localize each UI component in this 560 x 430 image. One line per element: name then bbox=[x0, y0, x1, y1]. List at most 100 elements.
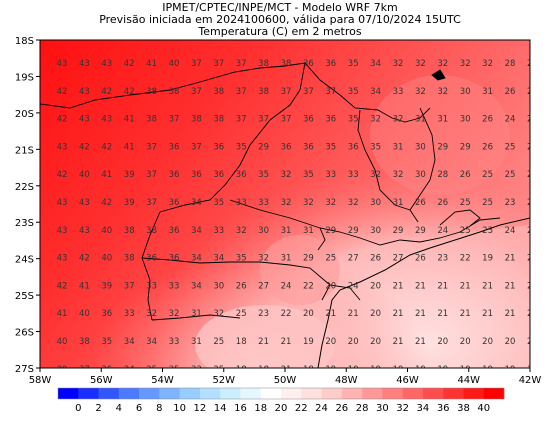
grid-value: 40 bbox=[57, 337, 68, 347]
grid-value: 43 bbox=[57, 226, 68, 236]
colorbar-tick-label: 14 bbox=[214, 403, 227, 414]
colorbar-tick-label: 40 bbox=[477, 403, 490, 414]
grid-value: 37 bbox=[325, 87, 336, 97]
grid-value: 36 bbox=[213, 170, 224, 180]
grid-value: 30 bbox=[460, 115, 471, 125]
colorbar-swatch bbox=[78, 388, 99, 399]
grid-value: 37 bbox=[236, 87, 247, 97]
colorbar-tick-label: 34 bbox=[417, 403, 430, 414]
grid-value: 35 bbox=[348, 115, 359, 125]
grid-value: 25 bbox=[460, 198, 471, 208]
grid-value: 21 bbox=[415, 309, 426, 319]
grid-value: 38 bbox=[169, 87, 180, 97]
colorbar: 0 2 4 6 8 10 12 14 16 18 20 22 24 26 28 30 32 34 36 38 40 bbox=[57, 387, 505, 414]
grid-value: 26 bbox=[527, 59, 538, 69]
grid-value: 35 bbox=[146, 365, 157, 375]
colorbar-swatch bbox=[139, 388, 160, 399]
lat-label: 19S bbox=[15, 72, 34, 83]
grid-value: 31 bbox=[191, 337, 202, 347]
grid-value: 26 bbox=[236, 281, 247, 291]
grid-value: 19 bbox=[370, 365, 381, 375]
colorbar-tick-label: 28 bbox=[356, 403, 369, 414]
grid-value: 35 bbox=[325, 142, 336, 152]
grid-value: 22 bbox=[303, 281, 314, 291]
grid-value: 37 bbox=[124, 281, 135, 291]
colorbar-tick-label: 24 bbox=[315, 403, 328, 414]
grid-value: 22 bbox=[460, 254, 471, 264]
grid-value: 23 bbox=[258, 309, 269, 319]
grid-value: 19 bbox=[393, 365, 404, 375]
grid-value: 32 bbox=[303, 198, 314, 208]
grid-value: 20 bbox=[370, 281, 381, 291]
grid-value: 32 bbox=[393, 115, 404, 125]
grid-value: 18 bbox=[236, 337, 247, 347]
grid-value: 23 bbox=[505, 198, 516, 208]
grid-value: 35 bbox=[303, 170, 314, 180]
grid-value: 29 bbox=[415, 226, 426, 236]
grid-value: 27 bbox=[258, 281, 269, 291]
grid-value: 36 bbox=[101, 365, 112, 375]
grid-value: 35 bbox=[348, 87, 359, 97]
grid-value: 21 bbox=[527, 309, 538, 319]
colorbar-swatch bbox=[463, 388, 485, 399]
grid-value: 21 bbox=[482, 309, 493, 319]
grid-value: 24 bbox=[505, 115, 516, 125]
grid-value: 31 bbox=[437, 115, 448, 125]
grid-value: 29 bbox=[258, 142, 269, 152]
colorbar-tick-label: 36 bbox=[437, 403, 450, 414]
grid-value: 35 bbox=[236, 254, 247, 264]
grid-value: 36 bbox=[169, 198, 180, 208]
grid-value: 43 bbox=[79, 198, 90, 208]
grid-value: 39 bbox=[101, 281, 112, 291]
grid-value: 36 bbox=[169, 254, 180, 264]
grid-value: 33 bbox=[124, 309, 135, 319]
grid-value: 42 bbox=[57, 170, 68, 180]
grid-value: 19 bbox=[482, 365, 493, 375]
grid-value: 32 bbox=[370, 115, 381, 125]
grid-value: 24 bbox=[505, 226, 516, 236]
lon-label: 52W bbox=[212, 375, 235, 386]
colorbar-tick-label: 38 bbox=[457, 403, 470, 414]
grid-value: 25 bbox=[482, 198, 493, 208]
colorbar-tick-label: 12 bbox=[194, 403, 207, 414]
grid-value: 26 bbox=[437, 198, 448, 208]
grid-value: 25 bbox=[213, 365, 224, 375]
grid-value: 18 bbox=[258, 365, 269, 375]
grid-value: 20 bbox=[348, 337, 359, 347]
colorbar-swatch bbox=[240, 388, 262, 399]
grid-value: 21 bbox=[393, 337, 404, 347]
grid-value: 38 bbox=[258, 59, 269, 69]
grid-value: 29 bbox=[393, 226, 404, 236]
grid-value: 33 bbox=[236, 198, 247, 208]
colorbar-swatch bbox=[118, 388, 140, 399]
grid-value: 30 bbox=[213, 281, 224, 291]
grid-value: 21 bbox=[393, 309, 404, 319]
grid-value: 24 bbox=[527, 142, 538, 152]
grid-value: 29 bbox=[303, 254, 314, 264]
grid-value: 21 bbox=[505, 309, 516, 319]
grid-value: 36 bbox=[236, 170, 247, 180]
grid-value: 37 bbox=[281, 87, 292, 97]
colorbar-swatch bbox=[362, 388, 383, 399]
grid-value: 36 bbox=[146, 254, 157, 264]
grid-value: 42 bbox=[57, 115, 68, 125]
grid-value: 20 bbox=[505, 337, 516, 347]
grid-value: 31 bbox=[281, 226, 292, 236]
colorbar-swatch bbox=[301, 388, 322, 399]
grid-value: 41 bbox=[124, 115, 135, 125]
grid-value: 38 bbox=[258, 87, 269, 97]
lat-label: 24S bbox=[15, 255, 34, 266]
grid-value: 30 bbox=[415, 170, 426, 180]
grid-value: 33 bbox=[146, 281, 157, 291]
lat-label: 22S bbox=[15, 182, 34, 193]
grid-value: 37 bbox=[303, 87, 314, 97]
grid-value: 33 bbox=[393, 87, 404, 97]
colorbar-tick-label: 10 bbox=[173, 403, 186, 414]
grid-value: 37 bbox=[146, 170, 157, 180]
grid-value: 35 bbox=[169, 365, 180, 375]
grid-value: 42 bbox=[57, 281, 68, 291]
grid-value: 25 bbox=[213, 337, 224, 347]
grid-value: 38 bbox=[213, 115, 224, 125]
grid-value: 19 bbox=[482, 254, 493, 264]
grid-value: 37 bbox=[236, 115, 247, 125]
